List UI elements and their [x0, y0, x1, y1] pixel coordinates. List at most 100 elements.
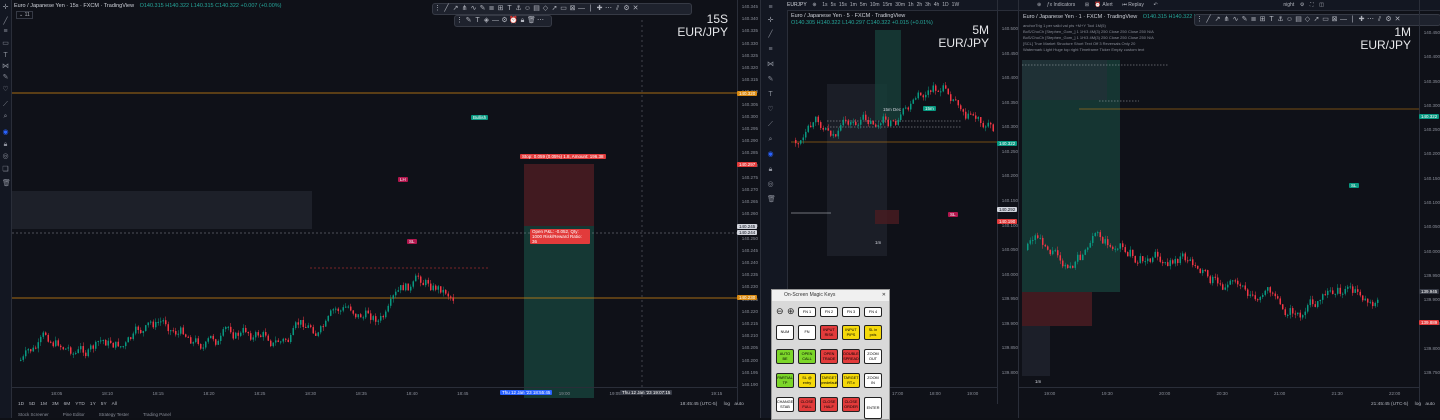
- magic-key-fn-1[interactable]: FN 1: [798, 307, 816, 317]
- range-6m[interactable]: 6M: [63, 402, 71, 407]
- range-1d[interactable]: 1D: [18, 402, 25, 407]
- shape-icon[interactable]: ◇: [1304, 16, 1311, 23]
- note-icon[interactable]: ▤: [533, 5, 540, 12]
- lock-icon[interactable]: 🔒︎: [768, 166, 773, 173]
- fill-icon[interactable]: ◈: [483, 17, 490, 24]
- templates-icon[interactable]: ⊞: [1084, 2, 1090, 8]
- close-icon[interactable]: ✕: [632, 5, 639, 12]
- emoji-icon[interactable]: ☺: [523, 5, 532, 12]
- magic-key-open-trade[interactable]: OPEN TRADE: [820, 349, 838, 364]
- settings-icon[interactable]: ⚙: [1385, 16, 1392, 23]
- log-toggle[interactable]: log: [723, 402, 731, 407]
- left-chart-pane[interactable]: ✛ ╱ ≡ ▭ T ⋈ ✎ ♡ ⟋ ⌕ ◉ 🔒︎ ◎ ❏ 🗑︎ Euro / J…: [0, 0, 760, 418]
- text-tool-icon[interactable]: T: [1269, 16, 1274, 23]
- legend-line[interactable]: BoS/ChoCh [Stephen_Gom_] 1 1H/3 4M(3) 25…: [1023, 29, 1154, 34]
- channel-icon[interactable]: ⫽: [615, 5, 620, 12]
- trash-icon[interactable]: 🗑︎: [527, 17, 536, 24]
- heart-icon[interactable]: ♡: [2, 86, 9, 93]
- magic-key-num[interactable]: NUM: [776, 325, 794, 340]
- interval-10m[interactable]: 10m: [869, 2, 880, 8]
- layers-icon[interactable]: ❏: [2, 166, 9, 173]
- compare-icon[interactable]: ⊕: [1037, 2, 1042, 8]
- ray-tool-icon[interactable]: ↗: [452, 5, 459, 12]
- range-1m[interactable]: 1M: [40, 402, 47, 407]
- magic-key-close-full[interactable]: CLOSE FULL: [798, 397, 816, 412]
- fib-icon[interactable]: ≣: [488, 5, 495, 12]
- magic-key-close-half[interactable]: CLOSE HALF: [820, 397, 838, 412]
- legend-line[interactable]: Watermark Light Huge top right Timeframe…: [1023, 47, 1145, 52]
- replay-button[interactable]: ⏮ Replay: [1122, 2, 1144, 8]
- callout-icon[interactable]: ▭: [560, 5, 567, 12]
- magic-key-zoom-out[interactable]: ZOOM OUT: [864, 349, 882, 364]
- ruler-icon[interactable]: ⟋: [3, 101, 8, 108]
- range-3m[interactable]: 3M: [51, 402, 59, 407]
- magic-key-auto-be[interactable]: AUTO BE: [776, 349, 794, 364]
- channel-icon[interactable]: ⫽: [1377, 16, 1382, 23]
- interval-1W[interactable]: 1W: [951, 2, 960, 8]
- wave-icon[interactable]: ∿: [1232, 16, 1239, 23]
- line-tool-icon[interactable]: ╱: [444, 5, 449, 12]
- magic-key-sl-in-pxls[interactable]: SL in pxls: [864, 325, 882, 340]
- interval-3h[interactable]: 3h: [925, 2, 931, 8]
- text-icon[interactable]: T: [3, 52, 8, 59]
- undo-icon[interactable]: ↶: [1153, 2, 1158, 8]
- magic-key-target-predefault[interactable]: TARGET predefault: [820, 373, 838, 388]
- interval-4h[interactable]: 4h: [933, 2, 940, 8]
- note-icon[interactable]: ▤: [1295, 16, 1302, 23]
- magnet-icon[interactable]: ◉: [2, 129, 9, 136]
- alert-button[interactable]: ⏰ Alert: [1094, 2, 1113, 8]
- magic-key-input-risk[interactable]: INPUT RISK: [820, 325, 838, 340]
- more-icon[interactable]: ⋯: [605, 5, 612, 12]
- magic-key-change-stab[interactable]: CHANGE STAB: [776, 397, 794, 412]
- auto-toggle[interactable]: auto: [1425, 402, 1435, 407]
- settings-icon[interactable]: ⚙: [623, 5, 630, 12]
- legend-line[interactable]: BoS/ChoCh [Stephen_Gom_] 1 1H/3 4M(3) 25…: [1023, 35, 1154, 40]
- heart-icon[interactable]: ♡: [767, 106, 774, 113]
- interval-2h[interactable]: 2h: [916, 2, 923, 8]
- auto-toggle[interactable]: auto: [734, 402, 744, 407]
- magic-key-target-rt-x[interactable]: TARGET RT.x: [842, 373, 860, 388]
- text-color-icon[interactable]: T: [475, 17, 480, 24]
- bottom-tab[interactable]: Trading Panel: [142, 412, 171, 417]
- alert-icon[interactable]: ⏰: [509, 17, 518, 24]
- shape-icon[interactable]: ◇: [542, 5, 549, 12]
- more-icon[interactable]: ⋯: [1367, 16, 1374, 23]
- magnet-icon[interactable]: ◉: [767, 151, 774, 158]
- magic-key-input-pips[interactable]: INPUT PIPS: [842, 325, 860, 340]
- zoom-out-icon[interactable]: ⊖: [776, 306, 784, 316]
- hline-icon[interactable]: —: [1340, 16, 1347, 23]
- cursor-icon[interactable]: ✛: [2, 4, 9, 11]
- line-tool-icon[interactable]: ╱: [1206, 16, 1211, 23]
- hline-icon[interactable]: —: [578, 5, 585, 12]
- eye-icon[interactable]: ◎: [767, 181, 774, 188]
- drag-handle-icon[interactable]: ⋮: [456, 17, 463, 24]
- magic-key-fn-4[interactable]: FN 4: [864, 307, 882, 317]
- lock-icon[interactable]: 🔒︎: [3, 141, 8, 148]
- range-ytd[interactable]: YTD: [75, 402, 85, 407]
- interval-15m[interactable]: 15m: [882, 2, 893, 8]
- brush-tool-icon[interactable]: ✎: [1241, 16, 1248, 23]
- brush-icon[interactable]: ✎: [767, 76, 774, 83]
- magic-keys-titlebar[interactable]: On-Screen Magic Keys ✕: [772, 290, 889, 301]
- drag-handle-icon[interactable]: ⋮: [1196, 16, 1203, 23]
- interval-1m[interactable]: 1m: [849, 2, 857, 8]
- bottom-tab[interactable]: Pine Editor: [62, 412, 85, 417]
- pattern-icon[interactable]: ⋈: [2, 63, 9, 70]
- settings-icon[interactable]: ⚙: [1299, 2, 1305, 8]
- magic-key-partial-tp[interactable]: PARTIAL TP: [776, 373, 794, 388]
- lock-icon[interactable]: 🔒︎: [520, 17, 525, 24]
- horizontal-line-icon[interactable]: ≡: [3, 28, 8, 35]
- magic-keys-window[interactable]: On-Screen Magic Keys ✕ FN 1 FN 2 FN 3 FN 4 N…: [771, 289, 890, 420]
- menu-icon[interactable]: ≡: [768, 4, 773, 11]
- bottom-tab[interactable]: Stock Screener: [18, 412, 49, 417]
- magic-key-close-order[interactable]: CLOSE ORDER: [842, 397, 860, 412]
- color-icon[interactable]: ✎: [465, 17, 472, 24]
- close-icon[interactable]: ✕: [1394, 16, 1401, 23]
- vline-icon[interactable]: |: [589, 5, 592, 12]
- interval-1h[interactable]: 1h: [908, 2, 914, 8]
- log-toggle[interactable]: log: [1414, 402, 1422, 407]
- close-icon[interactable]: ✕: [881, 292, 886, 298]
- layout-name[interactable]: night: [1283, 2, 1295, 8]
- fib-icon[interactable]: ≡: [768, 46, 773, 53]
- interval-5s[interactable]: 5s: [830, 2, 836, 8]
